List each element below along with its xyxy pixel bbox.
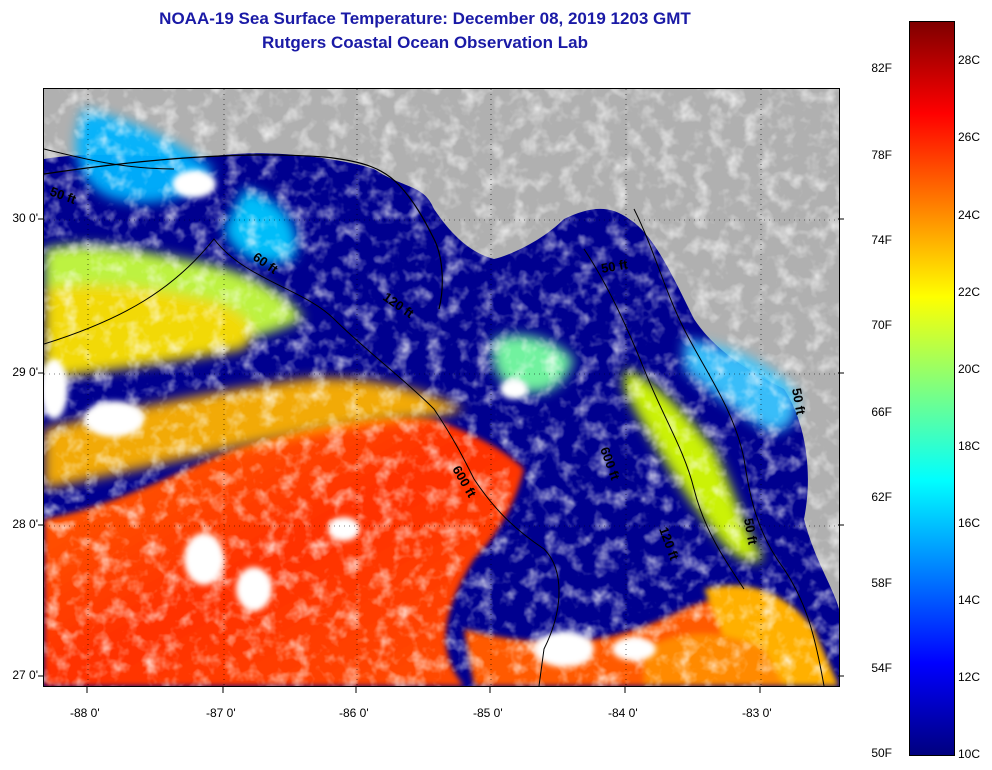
lat-label: 30 0' — [12, 211, 38, 225]
colorbar-f-label: 78F — [871, 148, 892, 162]
temperature-colorbar — [909, 21, 955, 756]
lon-label: -86 0' — [339, 706, 369, 720]
lon-label: -83 0' — [742, 706, 772, 720]
contour-label: 50 ft — [789, 387, 809, 417]
colorbar-c-label: 10C — [958, 747, 981, 761]
colorbar-f-label: 70F — [871, 318, 892, 332]
colorbar-c-label: 16C — [958, 516, 981, 530]
colorbar-f-label: 54F — [871, 661, 892, 675]
colorbar-f-label: 62F — [871, 490, 892, 504]
lat-label: 29 0' — [12, 365, 38, 379]
contour-label: 50 ft — [600, 256, 630, 276]
lon-label: -84 0' — [608, 706, 638, 720]
lat-label: 28 0' — [12, 517, 38, 531]
colorbar-c-label: 20C — [958, 362, 981, 376]
colorbar-f-label: 82F — [871, 61, 892, 75]
colorbar-c-label: 14C — [958, 593, 981, 607]
lon-label: -88 0' — [70, 706, 100, 720]
colorbar-c-label: 12C — [958, 670, 981, 684]
colorbar-c-label: 28C — [958, 53, 981, 67]
lon-label: -85 0' — [473, 706, 503, 720]
colorbar-c-label: 22C — [958, 285, 981, 299]
colorbar-f-label: 50F — [871, 746, 892, 760]
contour-label: 50 ft — [741, 517, 761, 547]
colorbar-f-label: 74F — [871, 233, 892, 247]
colorbar-f-label: 66F — [871, 405, 892, 419]
chart-title: NOAA-19 Sea Surface Temperature: Decembe… — [159, 9, 691, 28]
lon-label: -87 0' — [206, 706, 236, 720]
colorbar-c-label: 26C — [958, 130, 981, 144]
colorbar-c-label: 18C — [958, 439, 981, 453]
colorbar-c-label: 24C — [958, 208, 981, 222]
sst-map-graphic: 50 ft 60 ft 120 ft 600 ft 50 ft 120 ft 5… — [44, 89, 839, 686]
sst-map[interactable]: 50 ft 60 ft 120 ft 600 ft 50 ft 120 ft 5… — [43, 88, 840, 687]
colorbar-f-label: 58F — [871, 576, 892, 590]
chart-subtitle: Rutgers Coastal Ocean Observation Lab — [262, 33, 588, 52]
lat-label: 27 0' — [12, 668, 38, 682]
